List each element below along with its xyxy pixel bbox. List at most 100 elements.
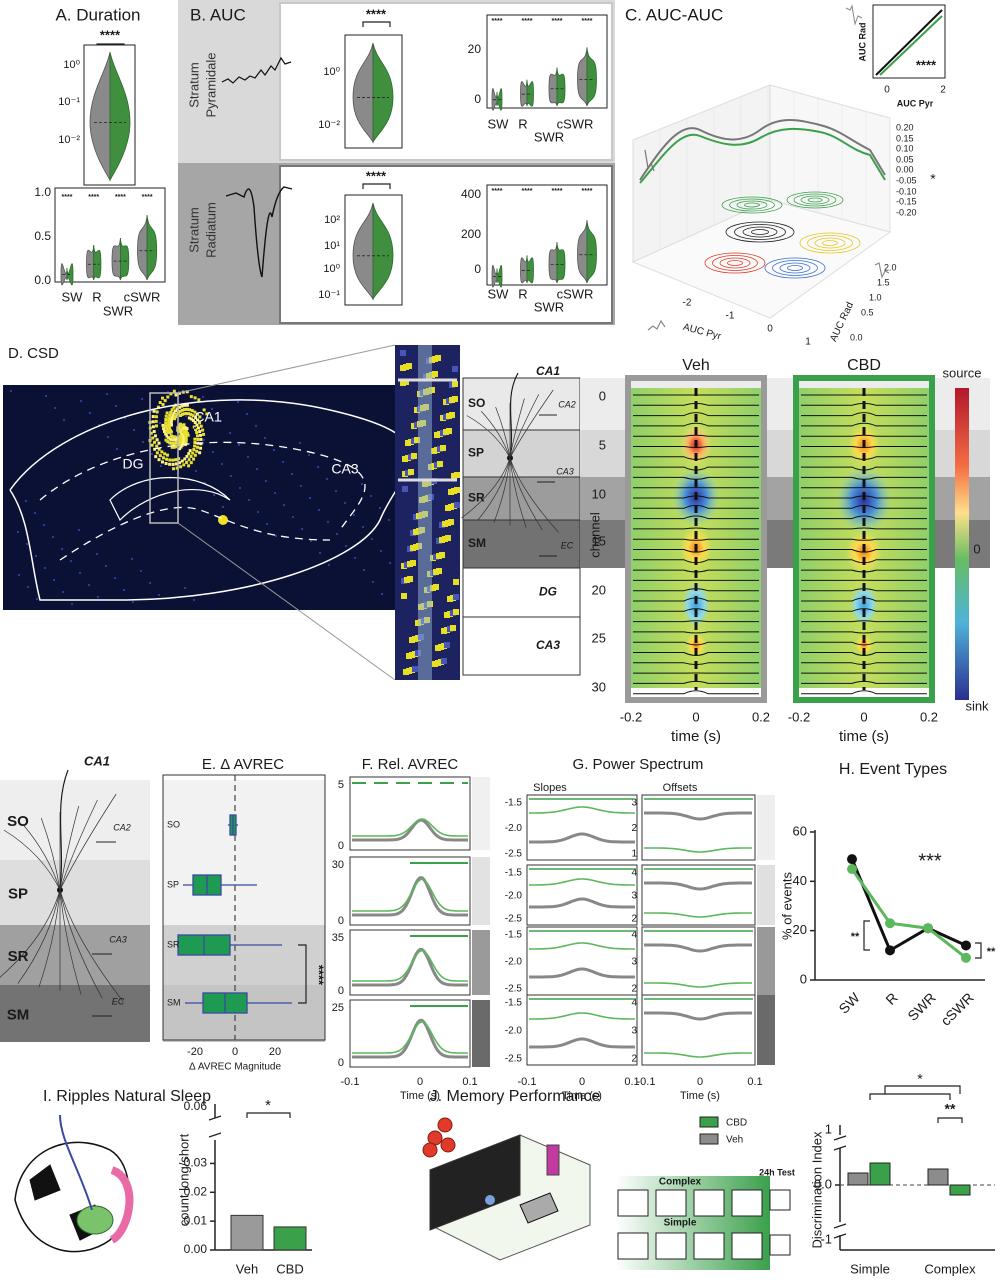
data-point [885, 945, 895, 956]
image-pixel [171, 438, 175, 442]
image-pixel [189, 395, 193, 399]
violin-half [556, 67, 566, 107]
bracket [246, 1112, 291, 1118]
csd-trace [633, 515, 759, 520]
tick-label: 3 [631, 891, 637, 902]
image-pixel [199, 446, 203, 450]
image-pixel [198, 430, 202, 433]
image-pixel [439, 552, 445, 558]
illustration [655, 1189, 687, 1217]
layer-band [462, 616, 581, 676]
image-pixel [183, 432, 187, 436]
data-point [847, 864, 857, 874]
image-pixel [452, 396, 458, 402]
image-pixel [168, 413, 172, 417]
axis-label: Time (s) [400, 1090, 440, 1102]
tick-label: 25 [592, 630, 606, 645]
tick-label: 0 [579, 1076, 585, 1088]
decor-path [509, 457, 527, 528]
tick-label: 35 [332, 932, 344, 944]
layer-band [472, 857, 490, 925]
image-pixel [407, 576, 413, 582]
tick-label: 0 [767, 324, 773, 335]
significance: **** [366, 168, 387, 183]
tick-label: 0.10 [896, 143, 914, 153]
diagram-label: Complex [659, 1177, 702, 1188]
decor-path [480, 411, 511, 459]
x-tick-label: Veh [236, 1261, 258, 1276]
row-label: Radiatum [203, 202, 218, 258]
image-pixel [178, 447, 181, 451]
tick-label: -0.2 [788, 709, 810, 724]
image-pixel [115, 405, 117, 407]
image-pixel [45, 395, 47, 397]
illustration [437, 1117, 453, 1133]
image-pixel [211, 408, 213, 410]
image-pixel [230, 475, 232, 477]
significance: **** [552, 18, 563, 25]
image-pixel [247, 456, 249, 458]
image-pixel [159, 422, 161, 424]
image-pixel [196, 445, 200, 449]
tick-label: 1.5 [877, 277, 890, 287]
tick-label: 4 [631, 930, 637, 941]
image-pixel [318, 509, 320, 511]
legend-label: Veh [726, 1135, 743, 1146]
tick-label: -1 [726, 311, 735, 322]
violin-half [352, 42, 374, 144]
image-pixel [283, 504, 285, 506]
panel-box [149, 392, 179, 524]
trace [644, 982, 752, 988]
violin-half [86, 244, 95, 281]
image-pixel [437, 461, 443, 467]
significance: **** [100, 27, 121, 42]
image-pixel [178, 436, 182, 440]
image-pixel [169, 392, 173, 396]
image-pixel [300, 485, 302, 487]
image-pixel [401, 593, 407, 599]
image-pixel [43, 524, 45, 526]
image-pixel [54, 407, 56, 409]
tick-label: 10⁻² [318, 119, 340, 131]
y-tick-label: 0.03 [184, 1156, 208, 1170]
tick-label: 0.2 [752, 709, 770, 724]
tick-label: 2 [631, 914, 637, 925]
tick-label: 10² [324, 214, 340, 226]
image-pixel [454, 487, 460, 493]
image-pixel [450, 625, 456, 631]
tick-label: -2.0 [505, 823, 523, 834]
annotation: * [917, 1071, 923, 1087]
image-pixel [70, 560, 72, 562]
image-pixel [168, 437, 172, 441]
tick-label: 30 [332, 859, 344, 871]
image-pixel [452, 381, 458, 387]
contour [704, 252, 766, 274]
layer-label: SM [468, 536, 486, 550]
image-pixel [181, 441, 185, 445]
image-pixel [202, 396, 204, 398]
image-pixel [151, 425, 155, 429]
illustration [693, 1232, 725, 1260]
tick-label: 5 [599, 437, 606, 452]
image-pixel [175, 466, 179, 470]
data-point [961, 952, 971, 963]
tick-label: -1.5 [505, 868, 523, 879]
image-pixel [35, 555, 37, 557]
image-pixel [189, 461, 193, 465]
contour [712, 255, 758, 271]
tick-label: -1.5 [505, 798, 523, 809]
tick-label: 0 [474, 92, 481, 106]
image-pixel [363, 569, 365, 571]
tick-label: -1.5 [505, 930, 523, 941]
tick-label: -20 [187, 1046, 203, 1058]
violin-half [520, 79, 528, 107]
violin-half [146, 214, 158, 281]
image-pixel [185, 403, 189, 407]
image-pixel [299, 442, 301, 444]
image-pixel [195, 470, 197, 472]
significance: **** [366, 6, 387, 21]
image-pixel [264, 437, 266, 439]
image-pixel [185, 454, 189, 458]
y-tick-label: 0.01 [184, 1213, 208, 1227]
image-pixel [436, 568, 442, 574]
